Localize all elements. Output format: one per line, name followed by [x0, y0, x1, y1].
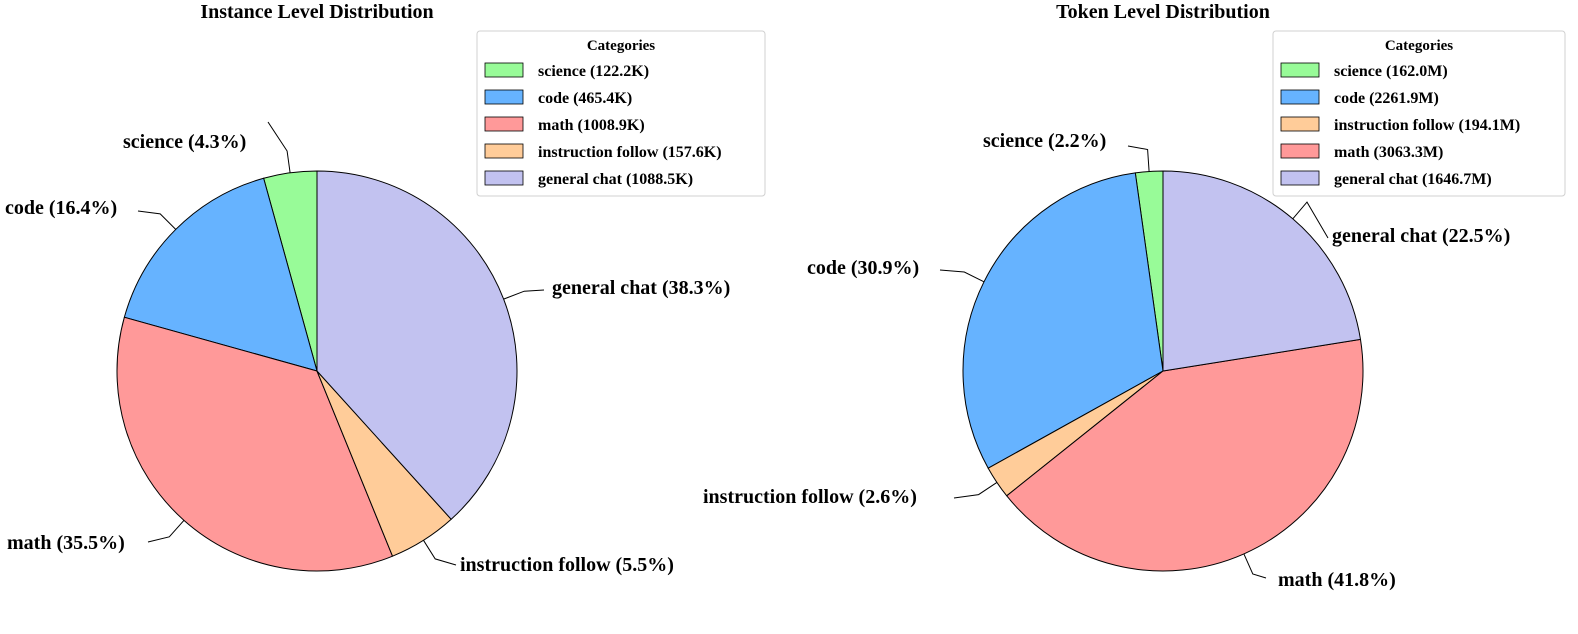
legend: Categories science (122.2K) code (465.4K) m… — [476, 30, 766, 197]
pie-slice-math — [1006, 338, 1364, 572]
slice-label-general-chat: general chat (38.3%) — [552, 277, 730, 299]
legend-swatch-code — [484, 89, 524, 105]
chart-title: Instance Level Distribution — [200, 1, 433, 23]
legend-entry-general-chat: general chat (1088.5K) — [538, 171, 693, 188]
legend-swatch-math — [1280, 143, 1320, 159]
legend-swatch-science — [484, 62, 524, 78]
legend-title: Categories — [1385, 38, 1453, 54]
pie-chart-1: Instance Level Distribution science (4.3%… — [5, 1, 766, 576]
legend-swatch-instruction-follow — [1280, 116, 1320, 132]
leader-line-instruction-follow — [423, 540, 457, 566]
slice-label-science: science (4.3%) — [123, 131, 246, 153]
leader-line-math — [1243, 553, 1267, 579]
legend-entry-math: math (1008.9K) — [538, 117, 645, 134]
legend-entry-instruction-follow: instruction follow (157.6K) — [538, 144, 722, 161]
leader-line-code — [137, 210, 177, 230]
slice-label-math: math (35.5%) — [7, 532, 125, 554]
slice-label-code: code (16.4%) — [5, 197, 117, 219]
pie-chart-2: Token Level Distribution science (2.2%) co… — [703, 1, 1566, 591]
legend-title: Categories — [587, 38, 655, 54]
legend-swatch-instruction-follow — [484, 143, 524, 159]
slice-label-instruction-follow: instruction follow (5.5%) — [460, 554, 674, 576]
legend-entry-instruction-follow: instruction follow (194.1M) — [1334, 117, 1520, 134]
leader-line-instruction-follow — [953, 481, 998, 499]
pie-slice-general-chat — [316, 170, 518, 520]
pie-slice-code — [962, 172, 1164, 469]
leader-line-code — [939, 269, 985, 283]
leader-line-science — [267, 121, 291, 173]
legend-entry-science: science (162.0M) — [1334, 63, 1448, 80]
leader-line-general-chat — [503, 289, 545, 300]
legend-swatch-science — [1280, 62, 1320, 78]
legend-entry-math: math (3063.3M) — [1334, 144, 1443, 161]
slice-label-general-chat: general chat (22.5%) — [1332, 225, 1510, 247]
slice-label-science: science (2.2%) — [983, 130, 1106, 152]
legend-swatch-general-chat — [484, 170, 524, 186]
legend-swatch-code — [1280, 89, 1320, 105]
chart-title: Token Level Distribution — [1056, 1, 1270, 23]
leader-line-math — [147, 519, 185, 543]
legend-box — [1272, 30, 1566, 197]
legend-entry-science: science (122.2K) — [538, 63, 649, 80]
slice-label-code: code (30.9%) — [807, 257, 919, 279]
legend-entry-code: code (465.4K) — [538, 90, 632, 107]
leader-line-general-chat — [1292, 201, 1329, 239]
legend: Categories science (162.0M) code (2261.9M)… — [1272, 30, 1566, 197]
legend-swatch-math — [484, 116, 524, 132]
slice-label-math: math (41.8%) — [1278, 569, 1396, 591]
legend-swatch-general-chat — [1280, 170, 1320, 186]
legend-entry-general-chat: general chat (1646.7M) — [1334, 171, 1492, 188]
pie-slice-code — [123, 177, 318, 372]
legend-entry-code: code (2261.9M) — [1334, 90, 1439, 107]
pie-slice-general-chat — [1162, 170, 1361, 372]
legend-box — [476, 30, 766, 197]
leader-line-science — [1127, 145, 1150, 172]
slice-label-instruction-follow: instruction follow (2.6%) — [703, 486, 917, 508]
